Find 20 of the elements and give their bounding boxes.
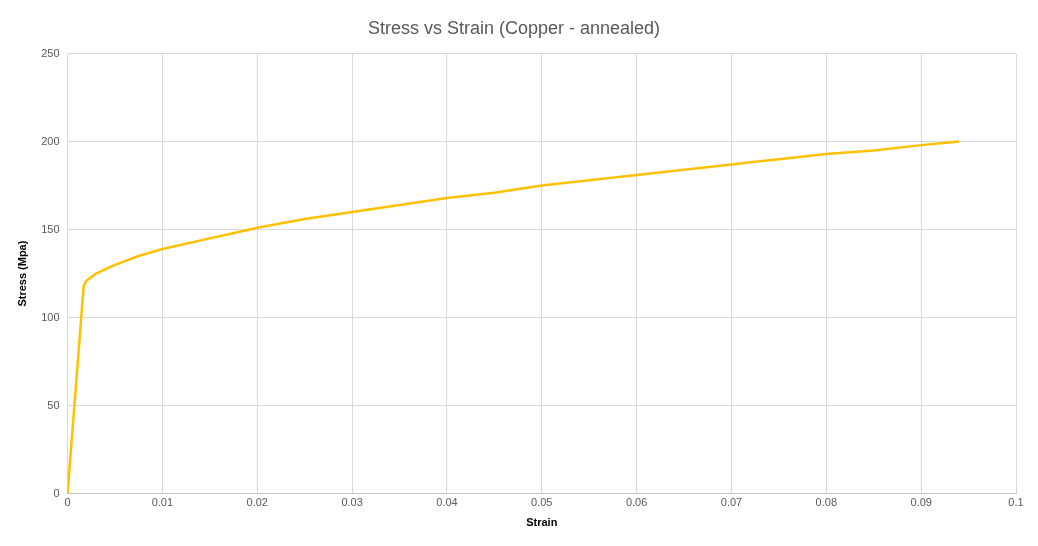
x-tick-label: 0.08	[815, 496, 838, 509]
x-tick-label: 0	[64, 496, 71, 509]
x-tick-label: 0.04	[436, 496, 458, 509]
y-tick-label: 50	[47, 398, 60, 411]
chart-title: Stress vs Strain (Copper - annealed)	[367, 17, 661, 38]
y-tick-label: 200	[41, 134, 60, 147]
y-tick-label: 0	[53, 486, 60, 499]
y-axis-title: Stress (Mpa)	[15, 240, 28, 307]
x-tick-label: 0.02	[246, 496, 268, 509]
x-tick-label: 0.05	[531, 496, 553, 509]
x-tick-label: 0.09	[910, 496, 932, 509]
x-tick-label: 0.01	[151, 496, 174, 509]
x-tick-label: 0.07	[720, 496, 743, 509]
y-tick-label: 100	[41, 310, 60, 323]
x-tick-label: 0.03	[341, 496, 363, 509]
y-tick-label: 250	[41, 46, 60, 59]
x-tick-label: 0.06	[625, 496, 648, 509]
y-tick-label: 150	[41, 222, 60, 235]
x-tick-label: 0.1	[1008, 496, 1024, 509]
x-axis-title: Strain	[526, 516, 558, 529]
